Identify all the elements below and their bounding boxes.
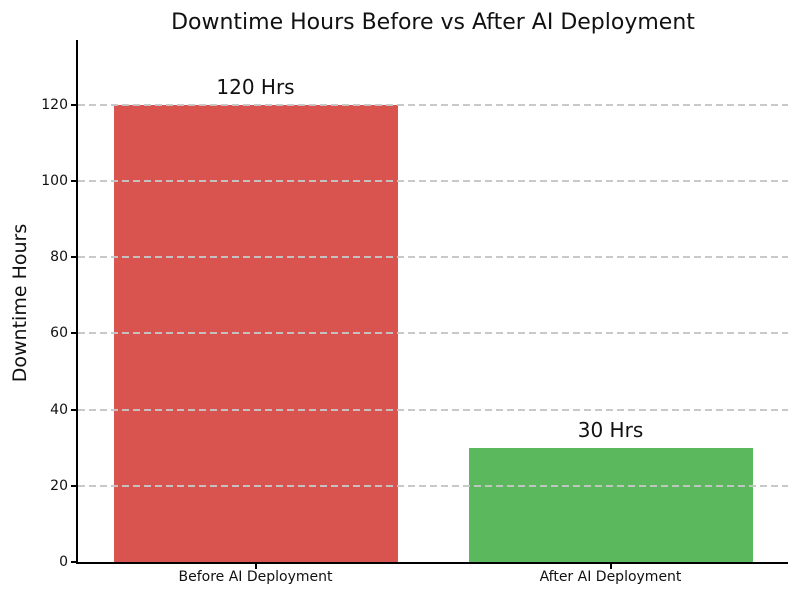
y-tick-mark	[71, 484, 76, 487]
y-tick-label: 60	[50, 325, 68, 342]
gridline-y-120	[78, 103, 788, 106]
y-tick-label: 120	[41, 96, 68, 113]
chart-title: Downtime Hours Before vs After AI Deploy…	[171, 10, 695, 35]
x-tick-mark	[254, 564, 257, 569]
y-tick-mark	[71, 179, 76, 182]
gridline-y-40	[78, 408, 788, 411]
bar-value-label: 120 Hrs	[216, 74, 295, 99]
x-axis-spine	[76, 562, 788, 564]
plot-area	[78, 40, 788, 562]
gridline-y-20	[78, 484, 788, 487]
y-tick-label: 100	[41, 172, 68, 189]
x-tick-mark	[609, 564, 612, 569]
y-axis-label: Downtime Hours	[9, 223, 31, 383]
y-axis-spine	[76, 40, 78, 564]
bar-value-label: 30 Hrs	[577, 417, 644, 442]
x-tick-label: After AI Deployment	[539, 569, 682, 585]
y-tick-label: 80	[50, 249, 68, 266]
y-tick-label: 20	[50, 477, 68, 494]
y-tick-mark	[71, 103, 76, 106]
gridline-y-100	[78, 179, 788, 182]
y-tick-label: 40	[50, 401, 68, 418]
y-tick-mark	[71, 408, 76, 411]
bar-after	[468, 447, 753, 562]
y-tick-mark	[71, 256, 76, 259]
gridline-y-60	[78, 332, 788, 335]
x-tick-label: Before AI Deployment	[178, 569, 333, 585]
y-tick-mark	[71, 332, 76, 335]
y-tick-mark	[71, 561, 76, 563]
y-tick-label: 0	[59, 554, 68, 570]
gridline-y-80	[78, 256, 788, 259]
